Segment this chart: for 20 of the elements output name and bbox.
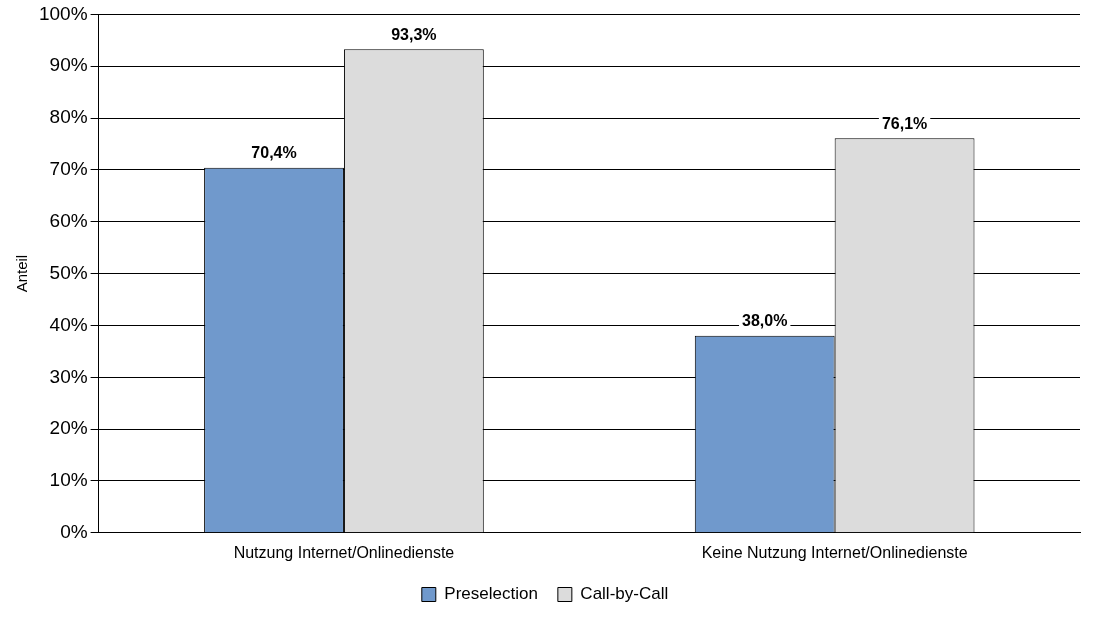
x-tick-label: Keine Nutzung Internet/Onlinedienste — [701, 543, 968, 561]
y-tick-label: 90% — [49, 54, 88, 76]
y-tick-label: 10% — [49, 469, 88, 491]
data-label: 93,3% — [391, 25, 437, 43]
y-tick-label: 20% — [49, 417, 88, 439]
y-tick-label: 40% — [49, 313, 88, 335]
y-tick-label: 50% — [49, 261, 88, 283]
y-tick-label: 80% — [49, 106, 88, 128]
legend-label: Call-by-Call — [580, 584, 669, 604]
legend-label: Preselection — [444, 584, 538, 604]
y-tick-label: 70% — [49, 158, 88, 180]
x-tick-label: Nutzung Internet/Onlinedienste — [233, 543, 455, 561]
y-tick-label: 100% — [38, 2, 88, 24]
y-tick-label: 60% — [49, 209, 88, 231]
data-label: 38,0% — [742, 312, 788, 330]
y-axis-title: Anteil — [13, 254, 31, 293]
y-tick-label: 30% — [49, 365, 88, 387]
y-tick-label: 0% — [60, 521, 88, 543]
data-label: 70,4% — [251, 144, 297, 162]
data-label: 76,1% — [881, 114, 928, 132]
